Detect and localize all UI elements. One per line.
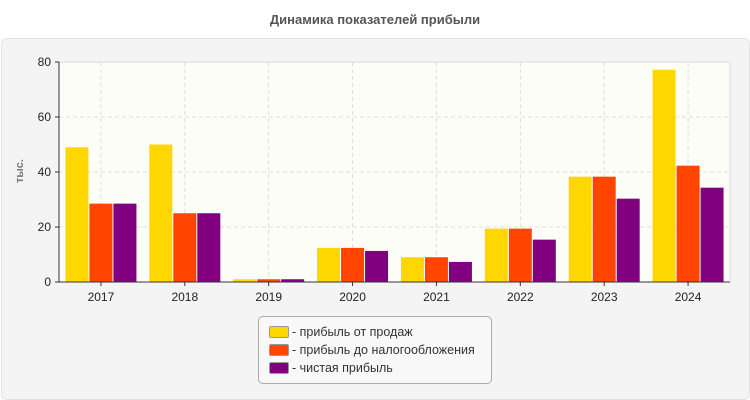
bar: [400, 257, 424, 282]
y-tick-label: 60: [38, 110, 52, 124]
y-tick-label: 0: [44, 275, 51, 289]
bar: [65, 147, 89, 282]
legend-label: - прибыль от продаж: [292, 325, 413, 339]
bar: [484, 228, 508, 282]
bar: [424, 257, 448, 282]
bar: [652, 69, 676, 282]
bar: [508, 228, 532, 282]
y-tick-label: 80: [38, 55, 52, 69]
y-axis-label: тыс.: [13, 159, 26, 183]
legend-item[interactable]: - чистая прибыль: [269, 361, 393, 375]
x-tick-label: 2023: [591, 290, 618, 304]
bar: [233, 279, 257, 282]
legend-swatch: [269, 362, 289, 374]
bar: [365, 250, 389, 282]
legend: - прибыль от продаж - прибыль до налогоо…: [258, 316, 492, 384]
x-tick-label: 2021: [423, 290, 450, 304]
y-tick-label: 20: [38, 220, 52, 234]
bar: [317, 247, 341, 282]
legend-swatch: [269, 344, 289, 356]
bar: [592, 176, 616, 282]
x-tick-label: 2019: [255, 290, 282, 304]
bar: [341, 247, 365, 282]
bar: [113, 203, 137, 282]
bar: [532, 239, 556, 282]
chart-title: Динамика показателей прибыли: [269, 12, 481, 27]
legend-label: - чистая прибыль: [292, 361, 393, 375]
x-tick-label: 2020: [339, 290, 366, 304]
bar: [281, 279, 305, 282]
x-tick-label: 2022: [507, 290, 534, 304]
legend-item[interactable]: - прибыль до налогообложения: [269, 343, 475, 357]
x-tick-label: 2024: [675, 290, 702, 304]
bar: [257, 279, 281, 282]
bar: [173, 213, 197, 282]
legend-label: - прибыль до налогообложения: [292, 343, 475, 357]
bar: [149, 144, 173, 282]
y-tick-label: 40: [38, 165, 52, 179]
bar: [89, 203, 113, 282]
bar: [616, 198, 640, 282]
legend-item[interactable]: - прибыль от продаж: [269, 325, 413, 339]
bar: [700, 187, 724, 282]
bar: [568, 176, 592, 282]
bar: [448, 261, 472, 282]
x-tick-label: 2017: [88, 290, 115, 304]
bar: [197, 213, 221, 282]
x-tick-label: 2018: [171, 290, 198, 304]
bar: [676, 165, 700, 282]
legend-swatch: [269, 326, 289, 338]
